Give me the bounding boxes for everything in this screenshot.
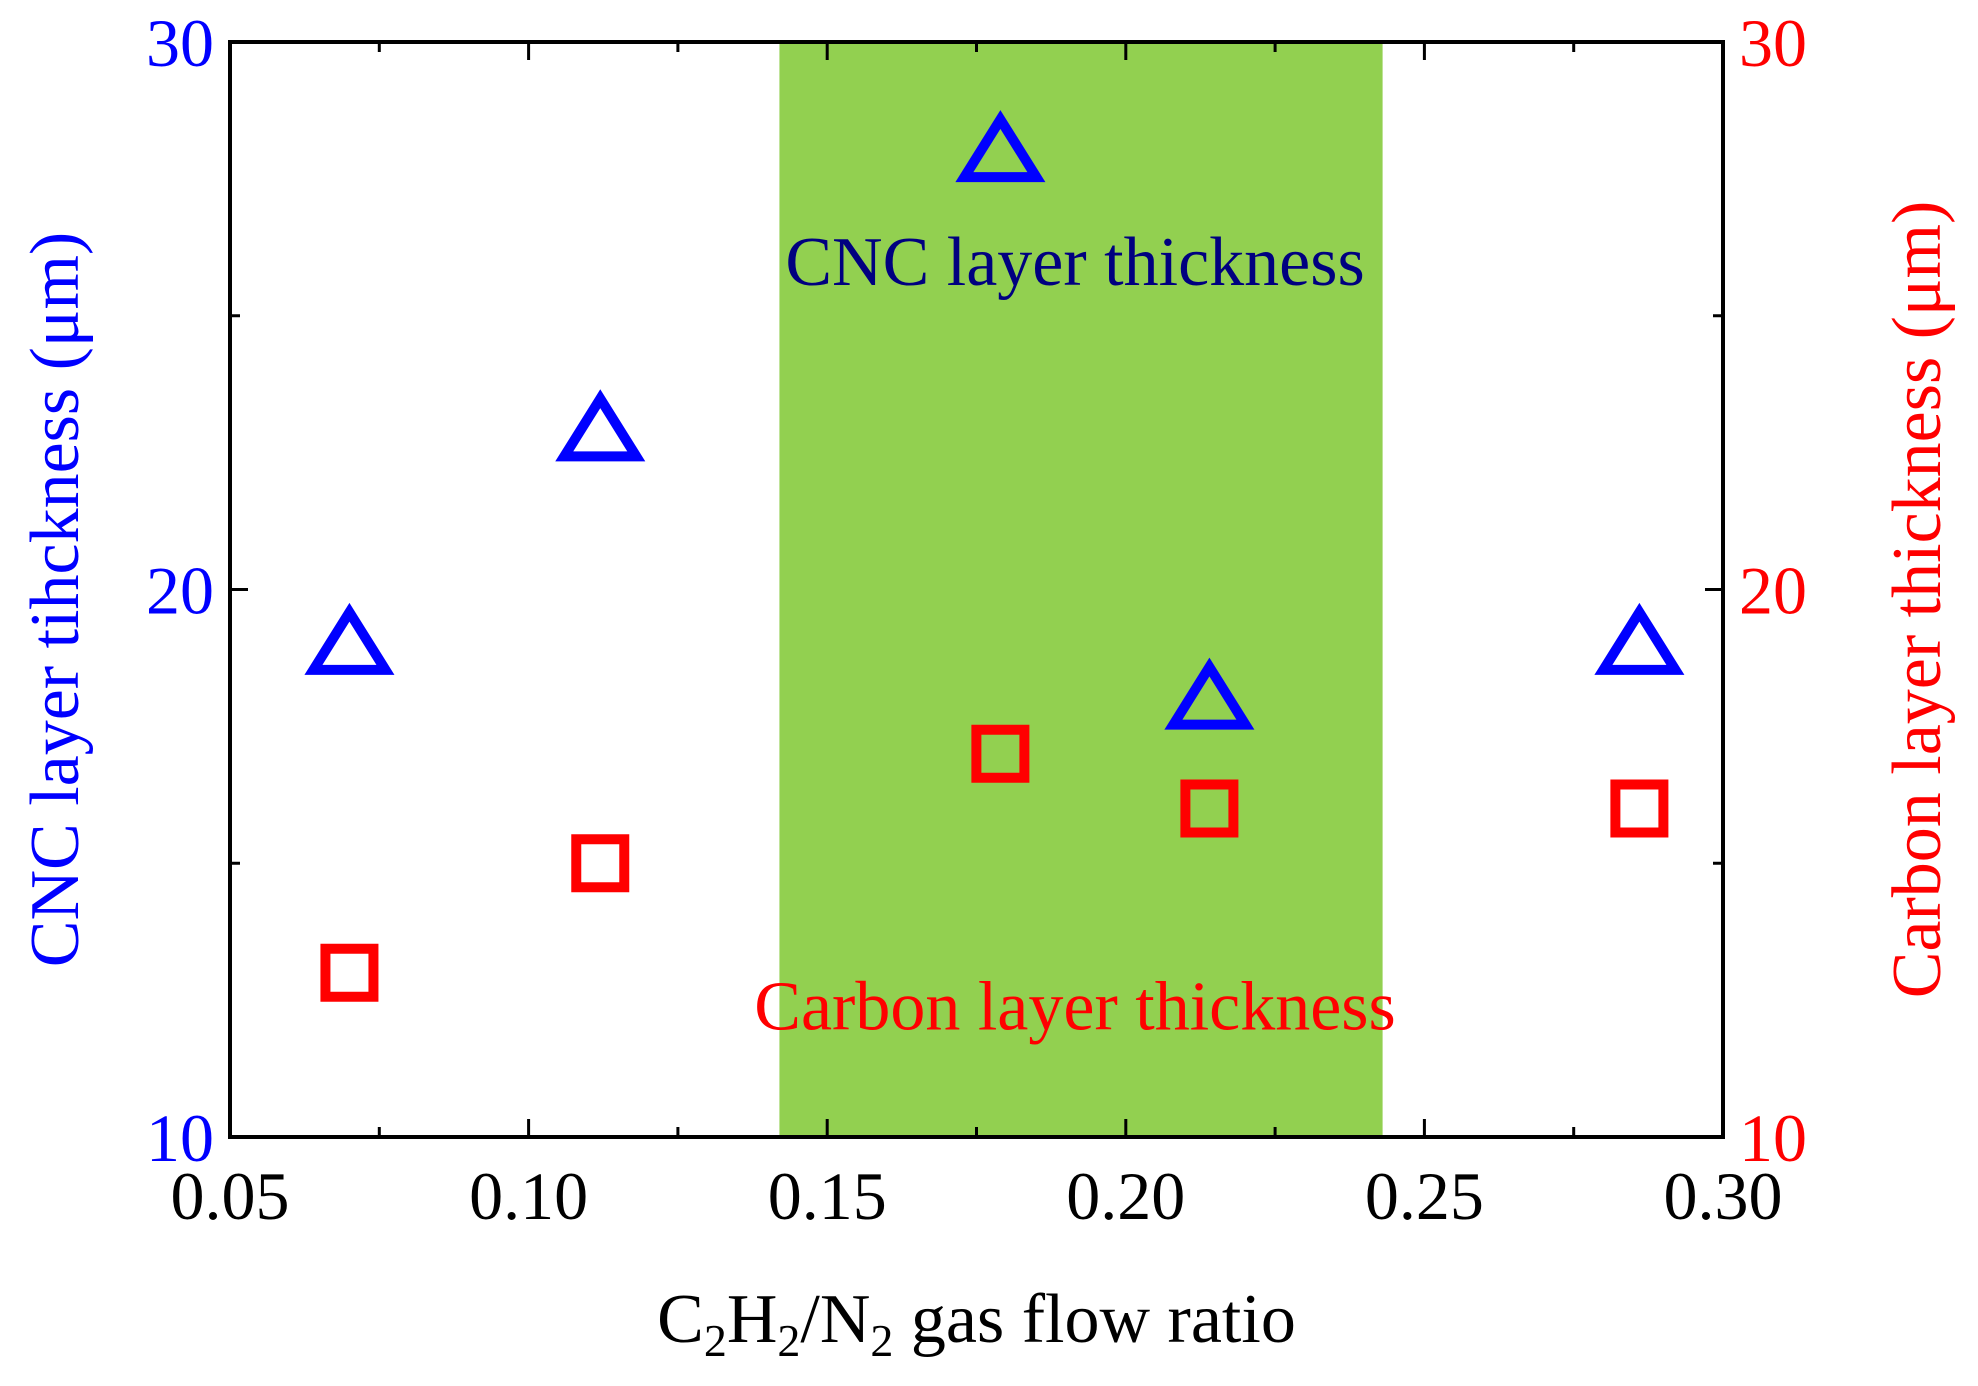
x-tick-label: 0.30 (1664, 1158, 1783, 1234)
cnc-series-annotation: CNC layer thickness (785, 224, 1364, 301)
carbon-thickness-point (1180, 779, 1239, 838)
cnc-thickness-point (955, 110, 1046, 183)
cnc-thickness-point (1594, 602, 1685, 675)
x-tick-label: 0.10 (469, 1158, 588, 1234)
cnc-thickness-point (304, 602, 395, 675)
y-right-axis-title: Carbon layer thickness (μm) (1879, 201, 1956, 999)
y-left-tick-label: 10 (146, 1100, 214, 1176)
y-right-tick-label: 10 (1739, 1100, 1807, 1176)
x-tick-label: 0.05 (171, 1158, 290, 1234)
y-right-tick-label: 30 (1739, 5, 1807, 81)
carbon-thickness-point (1610, 779, 1669, 838)
y-left-tick-label: 30 (146, 5, 214, 81)
x-tick-label: 0.20 (1066, 1158, 1185, 1234)
x-axis-title: C2H2/N2 gas flow ratio (657, 1281, 1296, 1366)
carbon-thickness-point (971, 724, 1030, 783)
highlight-region (779, 42, 1383, 1137)
carbon-thickness-point (320, 943, 379, 1002)
cnc-thickness-point (555, 389, 646, 462)
y-right-tick-label: 20 (1739, 553, 1807, 629)
y-left-tick-label: 20 (146, 553, 214, 629)
cnc-thickness-point (1164, 657, 1255, 730)
y-left-axis-title: CNC layer tihckness (μm) (17, 232, 94, 967)
carbon-thickness-point (571, 834, 630, 893)
x-tick-label: 0.25 (1365, 1158, 1484, 1234)
x-tick-label: 0.15 (768, 1158, 887, 1234)
carbon-series-annotation: Carbon layer thickness (754, 969, 1395, 1046)
